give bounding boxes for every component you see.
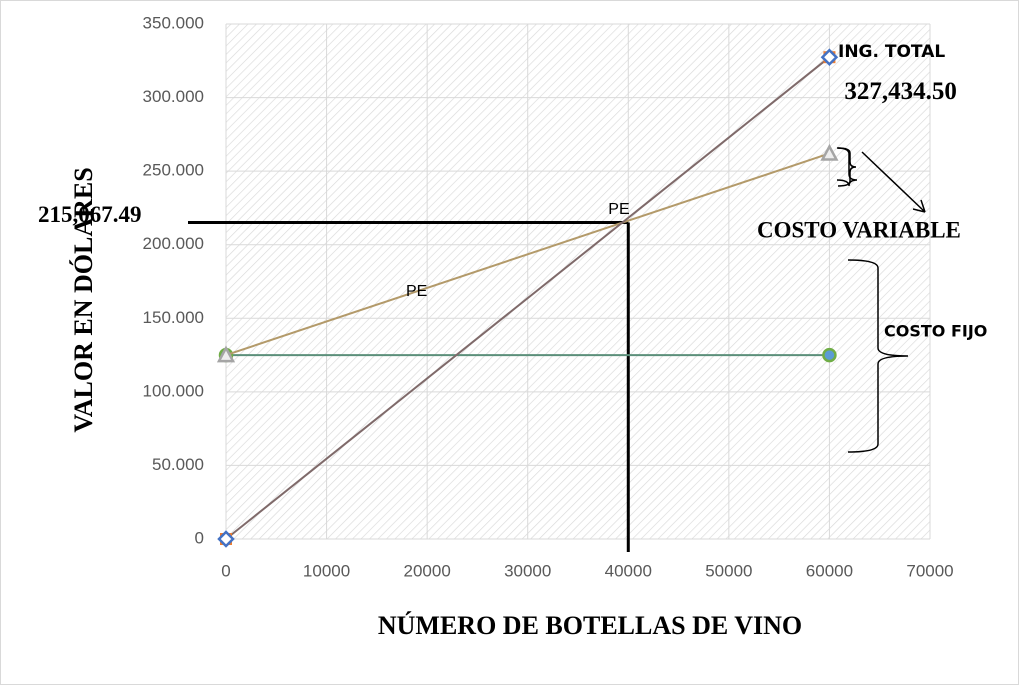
- annotation: COSTO VARIABLE: [757, 217, 961, 242]
- y-tick-label: 300.000: [143, 87, 204, 106]
- marker: [217, 530, 235, 548]
- y-tick-label: 150.000: [143, 308, 204, 327]
- break-even-text: PE: [608, 201, 629, 218]
- value-label: 327,434.50: [844, 78, 957, 105]
- x-tick-label: 40000: [605, 561, 652, 580]
- x-tick-label: 60000: [806, 561, 853, 580]
- series-line: [225, 152, 830, 357]
- x-tick-label: 50000: [705, 561, 752, 580]
- marker: [820, 48, 839, 66]
- y-tick-label: 100.000: [143, 381, 204, 400]
- marker: [820, 143, 839, 161]
- x-tick-label: 70000: [906, 561, 953, 580]
- y-tick-label: 250.000: [143, 161, 204, 180]
- x-tick-label: 0: [221, 561, 230, 580]
- marker: [216, 345, 236, 363]
- annotation: ING. TOTAL: [838, 42, 945, 62]
- x-tick-label: 30000: [504, 561, 551, 580]
- y-axis-label: VALOR EN DÓLARES: [69, 167, 98, 432]
- plot-area: [226, 24, 930, 539]
- y-tick-label: 50.000: [152, 455, 204, 474]
- y-tick-label: 200.000: [143, 234, 204, 253]
- bracket: [836, 147, 858, 187]
- y-tick-label: 350.000: [143, 13, 204, 32]
- annotation: PE: [406, 283, 427, 300]
- break-even-label: 215,067.49: [38, 202, 142, 227]
- bracket-variable: [837, 147, 857, 187]
- annotation: COSTO FIJO: [884, 322, 987, 341]
- x-tick-label: 10000: [303, 561, 350, 580]
- arrow: [861, 151, 926, 213]
- marker: [822, 347, 837, 363]
- bracket-fijo: [847, 259, 909, 453]
- x-tick-label: 20000: [404, 561, 451, 580]
- series-line: [225, 56, 831, 540]
- x-axis-label: NÚMERO DE BOTELLAS DE VINO: [378, 611, 802, 640]
- y-tick-label: 0: [195, 528, 204, 547]
